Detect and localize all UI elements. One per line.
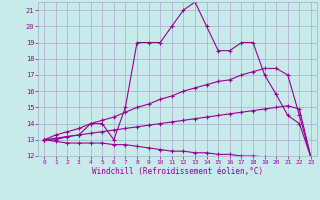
X-axis label: Windchill (Refroidissement éolien,°C): Windchill (Refroidissement éolien,°C) (92, 167, 263, 176)
